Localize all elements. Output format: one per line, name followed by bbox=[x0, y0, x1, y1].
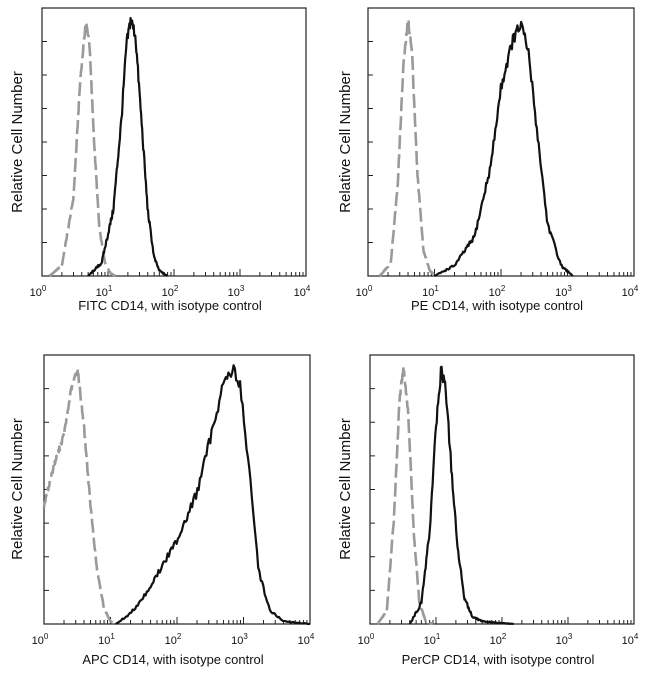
x-tick-label: 104 bbox=[294, 284, 311, 299]
x-tick-label: 102 bbox=[489, 284, 506, 299]
x-tick-label: 100 bbox=[358, 632, 375, 647]
x-axis-label: PE CD14, with isotype control bbox=[411, 298, 583, 313]
plot-frame bbox=[367, 7, 635, 277]
plot-frame bbox=[43, 354, 311, 625]
x-tick-label: 103 bbox=[228, 284, 245, 299]
x-axis-label: APC CD14, with isotype control bbox=[82, 652, 263, 667]
chart-panel-top-left: 100 101 102 103 104 Relative Cell Number FITC … bbox=[9, 7, 311, 313]
x-tick-label: 102 bbox=[490, 632, 507, 647]
series-cd14 bbox=[434, 20, 574, 278]
chart-panel-bottom-right: 100 101 102 103 104 Relative Cell Number PerCP… bbox=[337, 354, 639, 667]
x-tick-label: 102 bbox=[165, 632, 182, 647]
x-tick-label: 103 bbox=[556, 632, 573, 647]
y-axis-label: Relative Cell Number bbox=[9, 71, 26, 213]
x-tick-label: 104 bbox=[622, 632, 639, 647]
plot-frame bbox=[41, 7, 307, 277]
chart-panel-bottom-left: 100 101 102 103 104 Relative Cell Number APC C… bbox=[9, 354, 315, 667]
series-cd14 bbox=[115, 364, 311, 626]
series-isotype-control bbox=[376, 367, 434, 626]
x-tick-label: 100 bbox=[32, 632, 49, 647]
chart-panel-top-right: 100 101 102 103 104 Relative Cell Number PE CD… bbox=[337, 7, 639, 313]
series-isotype-control bbox=[48, 20, 117, 278]
x-tick-label: 102 bbox=[162, 284, 179, 299]
series-cd14 bbox=[87, 16, 169, 277]
x-tick-label: 101 bbox=[422, 284, 439, 299]
x-axis-label: FITC CD14, with isotype control bbox=[78, 298, 262, 313]
x-tick-label: 104 bbox=[298, 632, 315, 647]
x-tick-label: 101 bbox=[424, 632, 441, 647]
plot-frame bbox=[369, 354, 635, 625]
x-axis-label: PerCP CD14, with isotype control bbox=[402, 652, 595, 667]
x-tick-label: 101 bbox=[96, 284, 113, 299]
series-isotype-control bbox=[42, 366, 117, 626]
x-tick-label: 104 bbox=[622, 284, 639, 299]
series-cd14 bbox=[408, 365, 515, 626]
y-axis-label: Relative Cell Number bbox=[337, 418, 354, 560]
x-tick-label: 100 bbox=[30, 284, 47, 299]
y-axis-label: Relative Cell Number bbox=[337, 71, 354, 213]
x-tick-label: 103 bbox=[231, 632, 248, 647]
series-isotype-control bbox=[378, 17, 437, 277]
x-tick-label: 103 bbox=[555, 284, 572, 299]
x-tick-label: 101 bbox=[98, 632, 115, 647]
y-axis-label: Relative Cell Number bbox=[9, 418, 26, 560]
x-tick-label: 100 bbox=[356, 284, 373, 299]
